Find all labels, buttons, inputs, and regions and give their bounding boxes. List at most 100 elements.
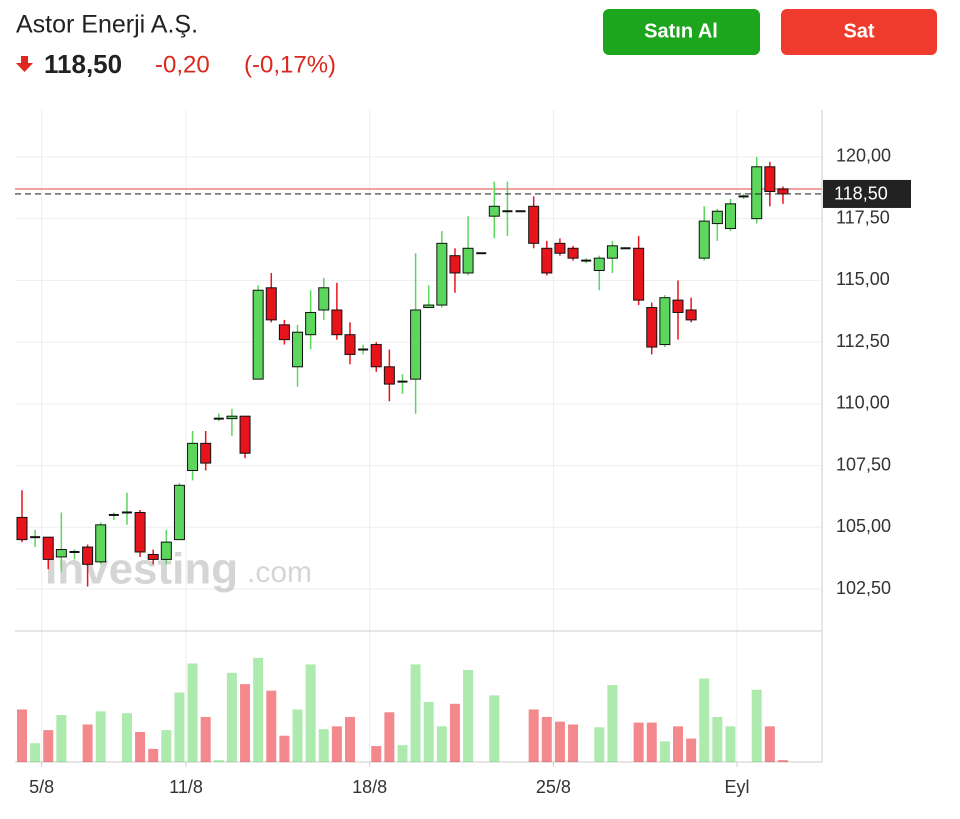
x-tick-label: 11/8 [169, 777, 203, 797]
x-tick-label: Eyl [725, 777, 750, 797]
volume-bar [725, 726, 736, 762]
volume-bar [226, 672, 237, 762]
candle-body [567, 247, 579, 259]
candle-body [606, 245, 618, 259]
candle-body [488, 205, 500, 217]
volume-bar [764, 726, 775, 762]
candle-body [685, 309, 697, 321]
volume-bar [633, 722, 644, 762]
volume-bar [253, 657, 264, 762]
volume-bar [213, 760, 224, 762]
buy-label[interactable]: Satın Al [644, 20, 718, 42]
candle-body [751, 166, 763, 220]
candle-body [318, 287, 330, 311]
y-tick-label: 112,50 [836, 331, 890, 351]
y-tick-label: 105,00 [836, 516, 891, 536]
watermark-suffix: .com [247, 556, 312, 589]
volume-bar [568, 724, 579, 762]
sell-label[interactable]: Sat [843, 20, 874, 42]
volume-bar [56, 715, 67, 762]
candle-body [370, 344, 382, 368]
candle-body [82, 546, 94, 565]
volume-bar [699, 678, 710, 762]
volume-bar [279, 735, 290, 762]
volume-bar [541, 716, 552, 762]
volume-bar [148, 748, 159, 762]
volume-bar [686, 738, 697, 762]
candle-body [292, 331, 304, 368]
x-tick-label: 5/8 [29, 777, 54, 797]
volume-bar [659, 741, 670, 762]
candle-body [764, 166, 776, 192]
volume-bar [646, 722, 657, 762]
volume-bar [240, 684, 251, 762]
volume-bar [345, 716, 355, 762]
candle-body [187, 442, 199, 472]
buy-button[interactable] [603, 9, 760, 55]
doji [69, 550, 80, 553]
volume-bar [528, 709, 539, 762]
candle-body [278, 324, 290, 341]
candle-body [423, 304, 435, 309]
volume-bar [174, 692, 185, 762]
candle-body [173, 484, 185, 541]
change-pct: (-0,17%) [244, 51, 336, 78]
candle-body [659, 297, 671, 346]
candle-body [160, 541, 172, 560]
candle-body [711, 210, 723, 225]
volume-bar [292, 709, 303, 762]
y-tick-label: 117,50 [836, 207, 890, 227]
price: 118,50 [44, 49, 122, 79]
candle-body [200, 442, 212, 464]
volume-bar [410, 664, 421, 762]
volume-bar [305, 664, 316, 762]
change: -0,20 [155, 51, 210, 78]
volume-bar [449, 703, 460, 762]
candle-body [646, 307, 658, 348]
candle-body [147, 553, 159, 560]
candle-body [252, 289, 264, 380]
candle-body [698, 220, 710, 259]
candle-body [777, 188, 789, 195]
candle-body [134, 511, 146, 553]
candle-body [383, 366, 395, 385]
doji [620, 247, 631, 250]
doji [581, 259, 592, 262]
candle-body [95, 524, 107, 563]
volume-bar [371, 746, 382, 762]
doji [502, 210, 513, 213]
volume-bar [95, 711, 106, 762]
candle-body [239, 415, 251, 454]
candle-body [528, 205, 540, 244]
sell-button[interactable] [781, 9, 937, 55]
candle-body [541, 247, 553, 274]
volume-bar [489, 695, 500, 762]
candle-body [42, 536, 54, 560]
volume-bar [266, 690, 277, 762]
volume-bar [607, 685, 618, 762]
candle-body [55, 549, 67, 558]
down-arrow [16, 56, 33, 72]
x-tick-label: 25/8 [536, 777, 571, 797]
volume-bar [17, 709, 27, 762]
doji [358, 348, 369, 351]
volume-bar [777, 760, 788, 762]
candle-body [410, 309, 422, 380]
volume-bar [423, 701, 434, 762]
y-tick-label: 102,50 [836, 578, 891, 598]
y-tick-label: 115,00 [836, 269, 890, 289]
candle-body [265, 287, 277, 321]
y-tick-label: 120,00 [836, 146, 891, 166]
doji [121, 511, 132, 514]
candle-body [724, 203, 736, 230]
candle-body [633, 247, 645, 301]
volume-bar [318, 729, 329, 762]
volume-bar [594, 727, 605, 762]
volume-bar [43, 730, 54, 762]
volume-bar [463, 670, 474, 762]
y-tick-label: 110,00 [836, 393, 890, 413]
volume-bar [82, 724, 93, 762]
doji [476, 252, 487, 255]
